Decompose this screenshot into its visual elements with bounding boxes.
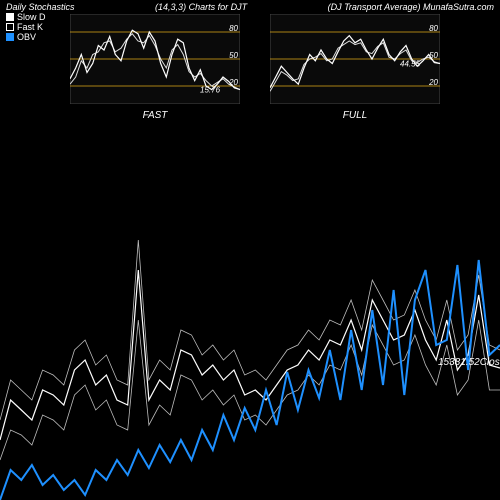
mini-chart-fast: 20508015.76 FAST <box>70 14 240 121</box>
svg-text:80: 80 <box>429 24 438 33</box>
legend-swatch-slowd <box>6 13 14 21</box>
mini-chart-full: 20508044.55 FULL <box>270 14 440 121</box>
legend: Slow D Fast K OBV <box>6 12 46 42</box>
top-charts-row: 20508015.76 FAST 20508044.55 FULL <box>70 14 440 121</box>
svg-text:80: 80 <box>229 24 238 33</box>
svg-text:44.55: 44.55 <box>400 60 421 69</box>
header-left: Daily Stochastics <box>6 2 75 12</box>
legend-swatch-obv <box>6 33 14 41</box>
legend-label-fastk: Fast K <box>17 22 43 32</box>
legend-label-slowd: Slow D <box>17 12 46 22</box>
legend-item-fastk: Fast K <box>6 22 46 32</box>
legend-swatch-fastk <box>6 23 14 31</box>
mini-label-full: FULL <box>270 110 440 121</box>
main-chart-svg: 15381.52Close <box>0 140 500 500</box>
mini-label-fast: FAST <box>70 110 240 121</box>
legend-item-obv: OBV <box>6 32 46 42</box>
svg-text:50: 50 <box>229 51 238 60</box>
mini-chart-fast-svg: 20508015.76 <box>70 14 240 104</box>
mini-chart-full-svg: 20508044.55 <box>270 14 440 104</box>
svg-text:15381.52Close: 15381.52Close <box>438 357 500 368</box>
svg-text:15.76: 15.76 <box>200 86 221 95</box>
legend-item-slowd: Slow D <box>6 12 46 22</box>
header-middle: (14,3,3) Charts for DJT <box>155 2 247 12</box>
header-right: (DJ Transport Average) MunafaSutra.com <box>328 2 494 12</box>
legend-label-obv: OBV <box>17 32 36 42</box>
svg-text:20: 20 <box>428 78 438 87</box>
